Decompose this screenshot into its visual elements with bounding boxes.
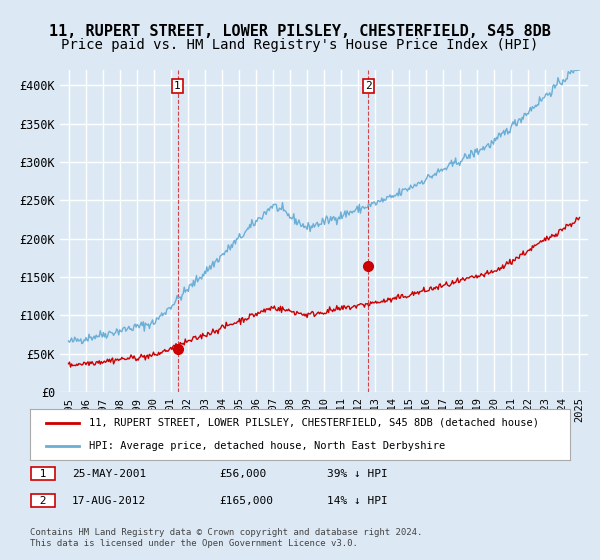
Text: 25-MAY-2001: 25-MAY-2001 — [72, 469, 146, 479]
Text: 2: 2 — [365, 81, 371, 91]
Text: £165,000: £165,000 — [219, 496, 273, 506]
Text: 11, RUPERT STREET, LOWER PILSLEY, CHESTERFIELD, S45 8DB: 11, RUPERT STREET, LOWER PILSLEY, CHESTE… — [49, 24, 551, 39]
Text: 17-AUG-2012: 17-AUG-2012 — [72, 496, 146, 506]
Text: 2: 2 — [33, 496, 53, 506]
Text: 1: 1 — [33, 469, 53, 479]
Text: 11, RUPERT STREET, LOWER PILSLEY, CHESTERFIELD, S45 8DB (detached house): 11, RUPERT STREET, LOWER PILSLEY, CHESTE… — [89, 418, 539, 428]
Text: £56,000: £56,000 — [219, 469, 266, 479]
Text: HPI: Average price, detached house, North East Derbyshire: HPI: Average price, detached house, Nort… — [89, 441, 446, 451]
Text: 39% ↓ HPI: 39% ↓ HPI — [327, 469, 388, 479]
Text: Contains HM Land Registry data © Crown copyright and database right 2024.
This d: Contains HM Land Registry data © Crown c… — [30, 528, 422, 548]
Text: 14% ↓ HPI: 14% ↓ HPI — [327, 496, 388, 506]
Text: Price paid vs. HM Land Registry's House Price Index (HPI): Price paid vs. HM Land Registry's House … — [61, 38, 539, 52]
Text: 1: 1 — [174, 81, 181, 91]
